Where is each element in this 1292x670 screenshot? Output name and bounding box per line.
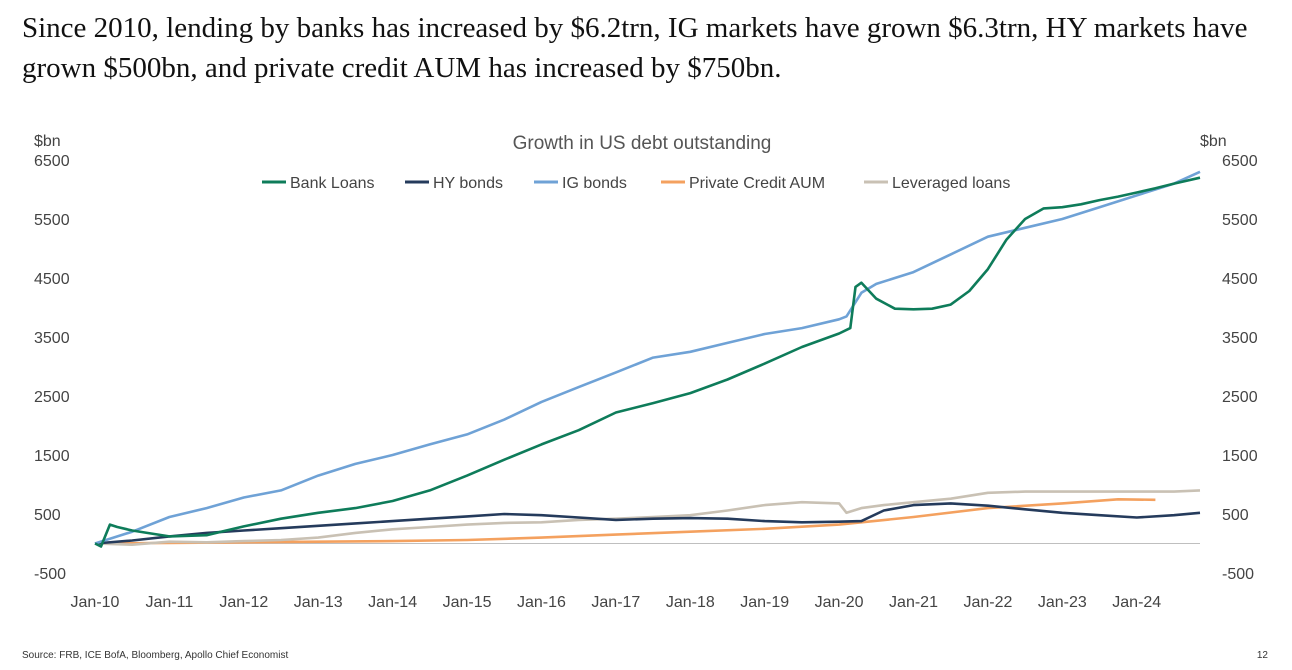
x-tick-label: Jan-14: [368, 594, 417, 610]
x-tick-label: Jan-10: [71, 594, 120, 610]
debt-growth-chart: -500 -500 500 500 1500 1500 2500 2500 3500 3500 45…: [34, 133, 1258, 610]
y-tick-label-right: 500: [1222, 507, 1249, 524]
x-tick-label: Jan-13: [294, 594, 343, 610]
y-tick-label-left: 1500: [34, 448, 70, 465]
y-tick-label-right: 2500: [1222, 389, 1258, 406]
series-line-hy-bonds: [94, 502, 1201, 545]
y-tick-label-left: 2500: [34, 389, 70, 406]
y-tick-label-left: 500: [34, 507, 61, 524]
y-tick-label-left: 3500: [34, 330, 70, 347]
x-tick-label: Jan-18: [666, 594, 715, 610]
legend-label: IG bonds: [562, 175, 627, 192]
x-tick-label: Jan-22: [963, 594, 1012, 610]
y-tick-label-right: 4500: [1222, 271, 1258, 288]
series-line-private-credit-aum: [94, 498, 1156, 545]
x-tick-label: Jan-11: [146, 594, 194, 610]
series-line-leveraged-loans: [94, 489, 1201, 546]
y-tick-label-left: 6500: [34, 153, 70, 170]
legend-label: HY bonds: [433, 175, 503, 192]
chart-title: Growth in US debt outstanding: [513, 133, 772, 154]
source-note: Source: FRB, ICE BofA, Bloomberg, Apollo…: [22, 650, 289, 661]
x-tick-label: Jan-24: [1112, 594, 1161, 610]
legend-label: Leveraged loans: [892, 175, 1010, 192]
x-tick-label: Jan-15: [443, 594, 492, 610]
y-tick-label-left: 5500: [34, 212, 70, 229]
axis-layer: -500 -500 500 500 1500 1500 2500 2500 3500 3500 45…: [34, 153, 1258, 610]
y-tick-label-right: -500: [1222, 566, 1254, 583]
series-line-bank-loans: [94, 176, 1201, 548]
legend-label: Private Credit AUM: [689, 175, 825, 192]
x-tick-label: Jan-23: [1038, 594, 1087, 610]
y-tick-label-right: 1500: [1222, 448, 1258, 465]
y-tick-label-left: 4500: [34, 271, 70, 288]
page-number: 12: [1256, 650, 1268, 661]
x-tick-label: Jan-12: [219, 594, 268, 610]
y-axis-label-left: $bn: [34, 133, 61, 150]
series-layer: [94, 170, 1201, 548]
x-tick-label: Jan-20: [815, 594, 864, 610]
y-tick-label-right: 6500: [1222, 153, 1258, 170]
headline: Since 2010, lending by banks has increas…: [22, 12, 1248, 84]
x-tick-label: Jan-21: [889, 594, 938, 610]
y-tick-label-right: 3500: [1222, 330, 1258, 347]
legend-label: Bank Loans: [290, 175, 375, 192]
x-tick-label: Jan-17: [591, 594, 640, 610]
y-tick-label-right: 5500: [1222, 212, 1258, 229]
x-tick-label: Jan-16: [517, 594, 566, 610]
y-tick-label-left: -500: [34, 566, 66, 583]
series-line-ig-bonds: [94, 170, 1201, 545]
x-tick-label: Jan-19: [740, 594, 789, 610]
y-axis-label-right: $bn: [1200, 133, 1227, 150]
legend-layer: Bank Loans HY bonds IG bonds Private Credit…: [262, 175, 1010, 192]
